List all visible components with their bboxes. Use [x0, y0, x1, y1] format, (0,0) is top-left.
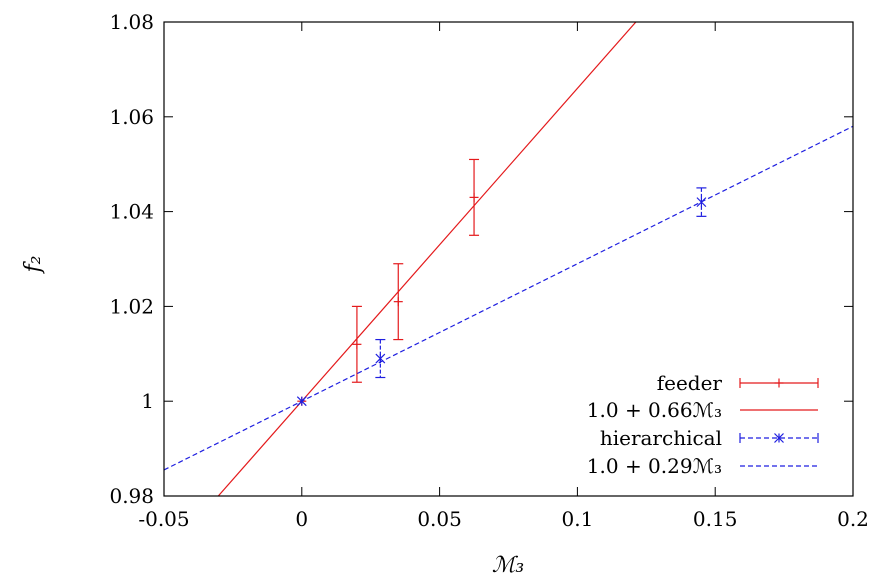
plot-frame [163, 21, 854, 497]
x-tick-label: 0.15 [693, 507, 738, 531]
x-axis-label: ℳ₃ [492, 553, 524, 578]
y-tick-label: 0.98 [109, 484, 154, 508]
data-point [393, 263, 404, 341]
point-marker [393, 297, 403, 307]
legend-label: feeder [657, 371, 723, 395]
y-tick-label: 1.02 [109, 294, 154, 318]
y-tick-label: 1 [141, 389, 154, 413]
x-tick-label: -0.05 [138, 507, 189, 531]
y-tick-label: 1.08 [109, 10, 154, 34]
data-point [351, 305, 362, 383]
y-tick-label: 1.06 [109, 105, 154, 129]
legend: feeder 1.0 + 0.66ℳ₃ hierarchical 1.0 + 0.29… [587, 371, 819, 478]
x-tick-label: 0.1 [561, 507, 593, 531]
legend-item: 1.0 + 0.66ℳ₃ [587, 398, 818, 422]
legend-marker [774, 433, 784, 443]
legend-item: feeder [657, 371, 819, 395]
legend-label: 1.0 + 0.29ℳ₃ [587, 454, 722, 478]
legend-item: hierarchical [600, 426, 819, 450]
data-point [469, 158, 480, 236]
x-tick-label: 0.05 [417, 507, 462, 531]
legend-label: hierarchical [600, 426, 722, 450]
y-axis-label: f₂ [21, 256, 46, 275]
ticks-layer: -0.05 0 0.05 0.1 0.15 0.2 0.98 1 1.02 1.04 1.06 1.0… [109, 10, 868, 531]
x-tick-label: 0.2 [837, 507, 869, 531]
data-point [375, 338, 386, 379]
x-tick-label: 0 [295, 507, 308, 531]
legend-item: 1.0 + 0.29ℳ₃ [587, 454, 818, 478]
legend-marker [774, 378, 784, 388]
point-marker [352, 339, 362, 349]
fit-line [217, 22, 637, 496]
point-marker [469, 192, 479, 202]
fit-line [164, 125, 853, 471]
series-layer [164, 22, 853, 496]
y-tick-label: 1.04 [109, 200, 154, 224]
legend-label: 1.0 + 0.66ℳ₃ [587, 398, 722, 422]
